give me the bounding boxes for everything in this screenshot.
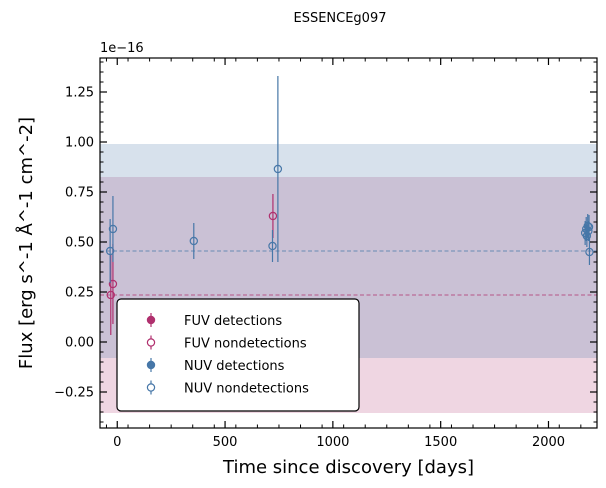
data-point <box>585 239 594 265</box>
point-marker <box>584 222 594 232</box>
plot-frame <box>99 57 598 429</box>
point-marker <box>189 236 198 246</box>
x-tick-label: 1500 <box>424 435 457 450</box>
point-marker <box>583 221 592 231</box>
y-axis-label: Flux [erg s^-1 Å^-1 cm^-2] <box>15 117 37 369</box>
legend: FUV detections FUV nondetections NUV detec… <box>116 298 360 412</box>
legend-item: NUV nondetections <box>146 380 309 397</box>
data-point <box>189 223 198 259</box>
y-tick-label: 0.75 <box>65 186 94 201</box>
y-tick-label: 0.50 <box>65 236 94 251</box>
point-marker <box>273 164 283 174</box>
point-marker <box>584 226 593 236</box>
legend-marker <box>146 383 156 392</box>
y-tick-label: 0.25 <box>65 286 94 301</box>
legend-label: FUV nondetections <box>184 337 307 352</box>
mean-lines <box>100 250 597 296</box>
chart-title: ESSENCEg097 <box>293 11 386 26</box>
data-point <box>582 225 592 247</box>
data-point <box>108 196 118 262</box>
y-tick-label: 1.25 <box>65 86 94 101</box>
data-point <box>268 230 277 262</box>
legend-label: NUV nondetections <box>184 382 309 397</box>
point-marker <box>585 247 594 257</box>
legend-label: FUV detections <box>184 314 282 329</box>
x-axis-label: Time since discovery [days] <box>222 457 474 478</box>
legend-marker <box>146 338 156 347</box>
point-marker <box>108 224 118 234</box>
point-marker <box>108 279 118 289</box>
axis-ticks: 0 500 1000 1500 2000 −0.25 0.00 0.25 0.50 0.75 1.0… <box>54 58 597 450</box>
data-point <box>273 76 283 262</box>
legend-item: FUV nondetections <box>146 335 307 352</box>
point-marker <box>268 241 277 251</box>
legend-marker <box>146 360 156 370</box>
legend-marker <box>146 315 156 325</box>
data-point <box>105 219 115 283</box>
legend-box <box>116 298 360 412</box>
legend-item: NUV detections <box>146 358 285 374</box>
point-marker <box>582 231 592 241</box>
legend-item: FUV detections <box>146 313 282 329</box>
point-marker <box>105 246 115 256</box>
data-points <box>105 76 594 335</box>
data-point <box>584 215 594 239</box>
legend-label: NUV detections <box>184 359 285 374</box>
y-tick-label: −0.25 <box>54 386 94 401</box>
point-marker <box>268 211 278 221</box>
x-tick-label: 1000 <box>316 435 349 450</box>
x-tick-label: 500 <box>213 435 238 450</box>
y-tick-label: 1.00 <box>65 136 94 151</box>
y-offset-label: 1e−16 <box>100 41 144 56</box>
x-tick-label: 0 <box>113 435 121 450</box>
x-tick-label: 2000 <box>532 435 565 450</box>
data-point <box>106 255 115 335</box>
point-marker <box>106 290 115 300</box>
y-tick-label: 0.00 <box>65 336 94 351</box>
